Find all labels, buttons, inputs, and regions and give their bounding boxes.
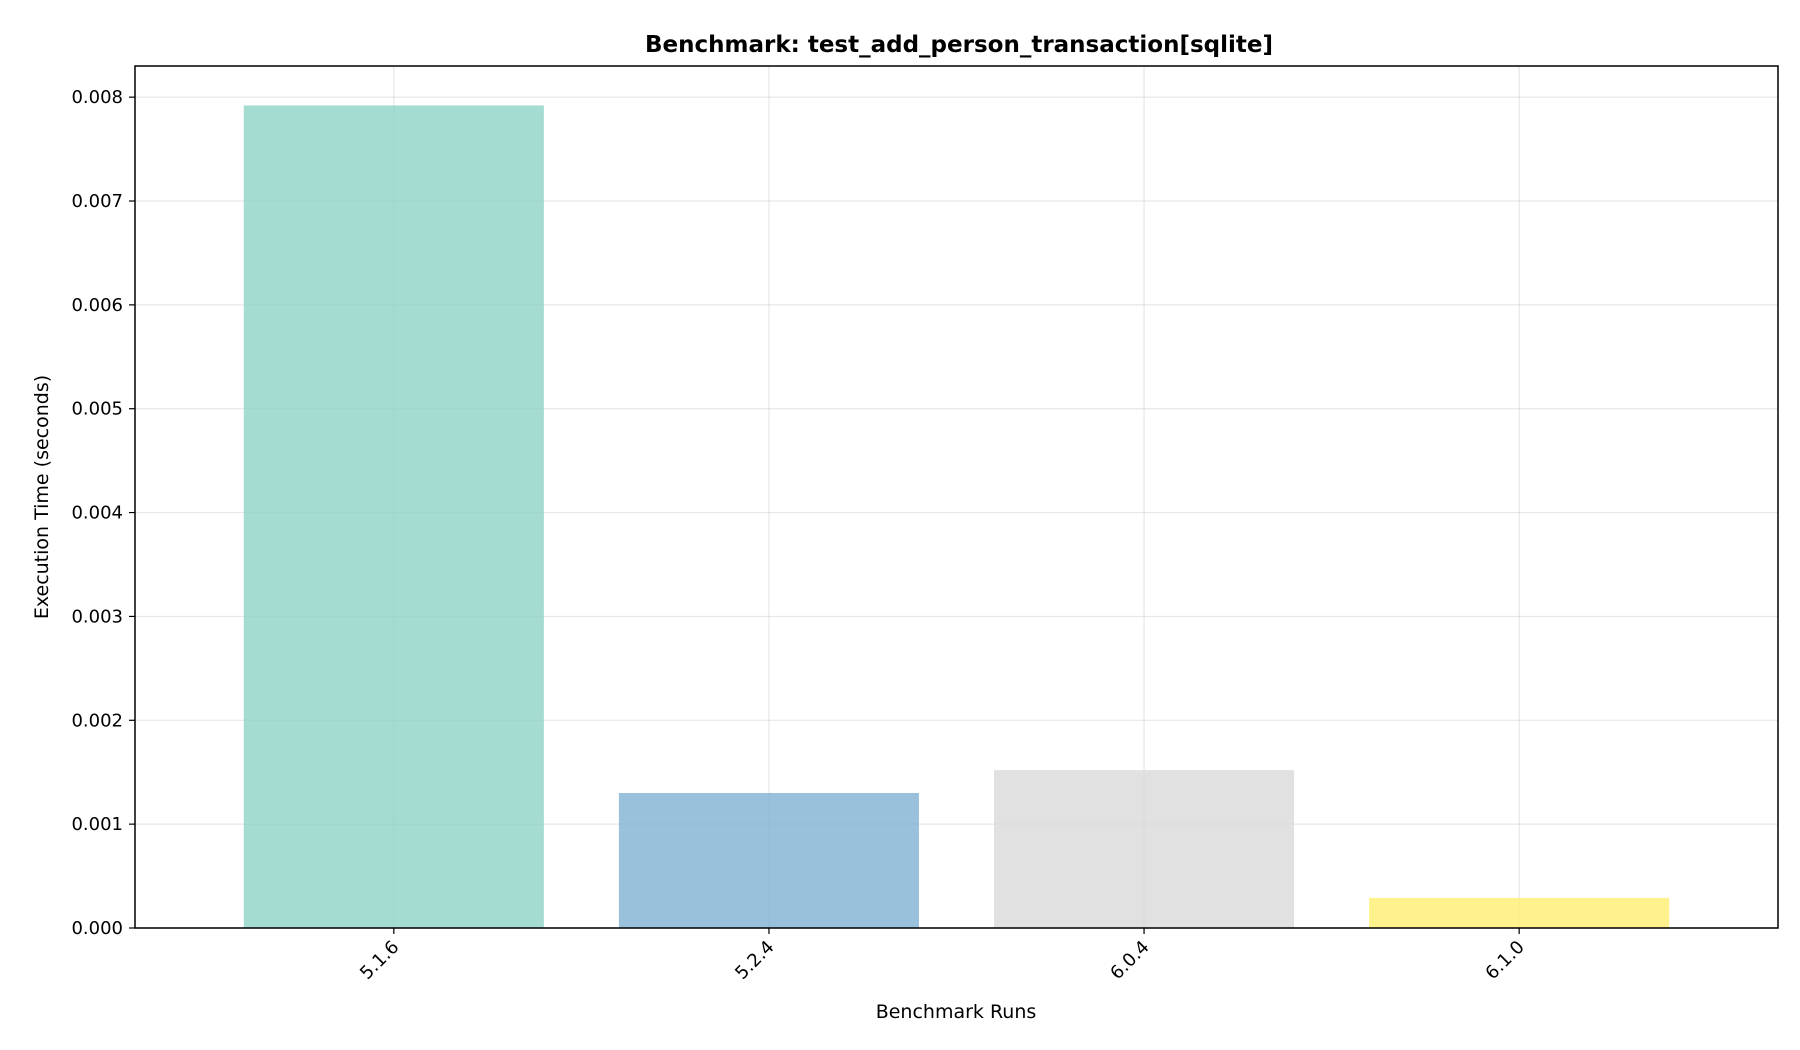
x-tick-label: 6.1.0 xyxy=(1481,937,1528,984)
plot-frame xyxy=(134,65,1779,929)
y-tick-label: 0.001 xyxy=(71,814,123,835)
y-tick-label: 0.003 xyxy=(71,606,123,627)
y-tick-label: 0.000 xyxy=(71,918,123,939)
chart-title: Benchmark: test_add_person_transaction[s… xyxy=(645,32,1273,58)
x-tick-label: 5.2.4 xyxy=(731,937,778,984)
bar-5.2.4 xyxy=(618,792,919,928)
y-tick-label: 0.008 xyxy=(71,87,123,108)
y-tick-label: 0.006 xyxy=(71,295,123,316)
y-tick-label: 0.005 xyxy=(71,399,123,420)
y-tick-label: 0.007 xyxy=(71,191,123,212)
x-tick-label: 6.0.4 xyxy=(1106,937,1153,984)
bars xyxy=(243,105,1670,928)
y-tick-label: 0.002 xyxy=(71,710,123,731)
bar-6.0.4 xyxy=(994,770,1295,928)
y-axis-label: Execution Time (seconds) xyxy=(31,375,53,619)
bar-5.1.6 xyxy=(243,105,544,928)
bar-6.1.0 xyxy=(1369,897,1670,928)
x-tick-label: 5.1.6 xyxy=(356,937,403,984)
x-axis-label: Benchmark Runs xyxy=(876,1001,1037,1023)
y-tick-label: 0.004 xyxy=(71,503,123,524)
